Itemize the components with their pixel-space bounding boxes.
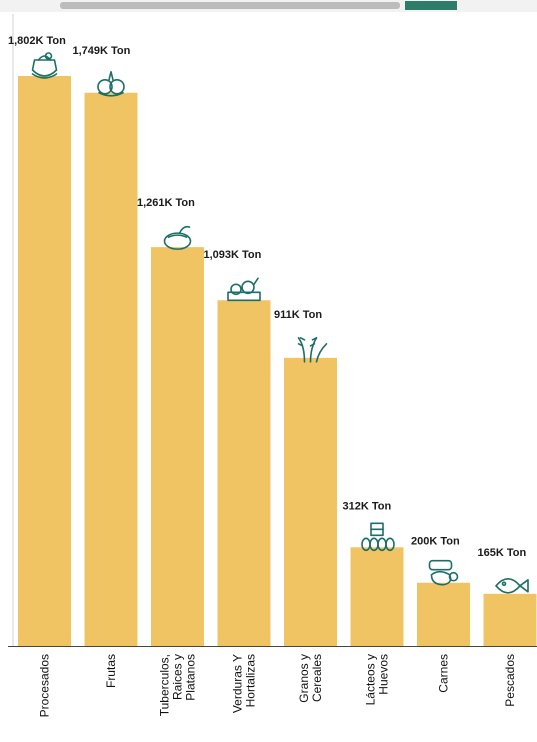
category-label: Platanos	[184, 654, 198, 701]
category-label: Frutas	[104, 654, 118, 688]
bar	[84, 92, 138, 646]
header-title-blurred	[60, 2, 400, 9]
category-label: Procesados	[38, 654, 52, 717]
category-label: Pescados	[503, 654, 517, 707]
category-label: Lácteos y	[364, 654, 378, 705]
value-label: 911K Ton	[274, 309, 322, 321]
category-label: Huevos	[377, 654, 391, 695]
value-label: 312K Ton	[343, 500, 392, 512]
bars	[18, 76, 537, 646]
meat-icon	[428, 559, 459, 586]
category-label: Raices y	[171, 654, 185, 700]
fish-icon	[495, 578, 529, 594]
bar	[284, 357, 337, 646]
bar	[483, 593, 537, 646]
category-labels: Procesados Frutas Tuberculos, Raices y Plata…	[38, 654, 518, 717]
vegetables-icon	[227, 277, 261, 302]
category-label: Granos y	[297, 654, 311, 703]
processed-food-icon	[31, 52, 58, 79]
value-labels: 1,802K Ton 1,749K Ton 1,261K Ton 1,093K Ton…	[8, 35, 526, 559]
header-strip	[0, 0, 537, 12]
grains-icon	[297, 337, 328, 363]
bar	[217, 300, 271, 646]
bar	[18, 76, 71, 646]
value-label: 165K Ton	[478, 547, 527, 559]
category-label: Verduras Y	[231, 654, 245, 713]
value-label: 1,093K Ton	[204, 249, 262, 261]
bar-icons	[31, 52, 529, 594]
bar	[350, 547, 404, 646]
chart-axes	[8, 14, 537, 647]
category-label: Tuberculos,	[158, 654, 172, 716]
category-label: Cereales	[310, 654, 324, 702]
header-accent-tag	[405, 1, 457, 10]
value-label: 1,749K Ton	[73, 45, 131, 57]
value-label: 1,802K Ton	[8, 35, 66, 47]
tubers-icon	[163, 225, 192, 250]
dairy-eggs-icon	[361, 522, 395, 552]
value-label: 200K Ton	[411, 536, 460, 548]
category-label: Hortalizas	[244, 654, 258, 707]
fruits-icon	[97, 70, 125, 97]
bar	[417, 582, 470, 646]
category-label: Carnes	[437, 654, 451, 693]
bar	[151, 247, 204, 646]
value-label: 1,261K Ton	[137, 197, 195, 209]
